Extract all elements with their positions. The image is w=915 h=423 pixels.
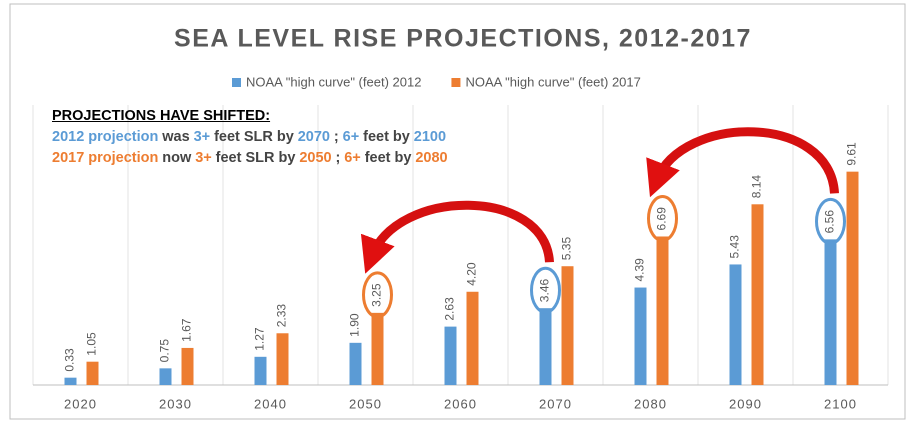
value-label: 3.25 bbox=[370, 283, 384, 307]
x-tick-label: 2030 bbox=[159, 396, 192, 411]
bar bbox=[751, 204, 764, 385]
legend-swatch bbox=[232, 78, 241, 87]
annotation-text: 2012 projection bbox=[52, 129, 159, 145]
bar bbox=[86, 361, 99, 385]
x-tick-label: 2040 bbox=[254, 396, 287, 411]
x-tick-label: 2050 bbox=[349, 396, 382, 411]
value-label: 0.33 bbox=[63, 348, 77, 372]
annotation-text: feet SLR by bbox=[214, 129, 294, 145]
annotation-heading: PROJECTIONS HAVE SHIFTED: bbox=[52, 108, 271, 124]
value-label: 1.67 bbox=[180, 318, 194, 342]
value-label: 1.90 bbox=[348, 313, 362, 337]
annotation-text: 3+ bbox=[193, 129, 211, 145]
bar bbox=[466, 291, 479, 385]
x-tick-label: 2020 bbox=[64, 396, 97, 411]
bar bbox=[824, 239, 837, 385]
highlight-circle bbox=[530, 266, 561, 314]
bar bbox=[159, 368, 172, 385]
bar bbox=[371, 312, 384, 385]
bar bbox=[64, 377, 77, 385]
annotation-text: now bbox=[162, 150, 192, 166]
value-label: 6.56 bbox=[823, 210, 837, 234]
bar bbox=[634, 287, 647, 385]
value-label: 2.33 bbox=[275, 304, 289, 328]
bar bbox=[349, 342, 362, 385]
value-label: 4.20 bbox=[465, 262, 479, 286]
chart-frame bbox=[9, 3, 906, 420]
value-label: 5.35 bbox=[560, 237, 574, 261]
annotation-text: ; bbox=[333, 129, 339, 145]
bar bbox=[656, 236, 669, 385]
x-tick-label: 2060 bbox=[444, 396, 477, 411]
value-label: 3.46 bbox=[538, 279, 552, 303]
legend-label: NOAA "high curve" (feet) 2012 bbox=[246, 74, 421, 89]
annotation-text: 6+ bbox=[344, 150, 361, 166]
annotation-text: 2017 projection bbox=[52, 150, 159, 166]
highlight-circle bbox=[815, 197, 846, 245]
bar bbox=[444, 326, 457, 385]
annotation-text: feet by bbox=[364, 150, 412, 166]
annotation-text: ; bbox=[335, 150, 341, 166]
bar bbox=[539, 308, 552, 385]
value-label: 9.61 bbox=[845, 142, 859, 166]
annotation-line: 2017 projection now 3+ feet SLR by 2050; 6+ fe… bbox=[52, 148, 452, 169]
value-label: 6.69 bbox=[655, 207, 669, 231]
annotation-text: feet by bbox=[363, 129, 410, 145]
annotation-text: was bbox=[162, 129, 190, 145]
arrow bbox=[646, 127, 839, 198]
value-label: 2.63 bbox=[443, 297, 457, 321]
annotation-text: 3+ bbox=[195, 150, 212, 166]
x-tick-label: 2090 bbox=[729, 396, 762, 411]
value-label: 0.75 bbox=[158, 339, 172, 363]
bar bbox=[181, 347, 194, 385]
annotation-text: 2070 bbox=[297, 129, 330, 145]
x-tick-label: 2080 bbox=[634, 396, 667, 411]
bar bbox=[561, 266, 574, 385]
value-label: 8.14 bbox=[750, 175, 764, 199]
legend-swatch bbox=[451, 78, 461, 87]
value-label: 4.39 bbox=[633, 258, 647, 282]
arrow bbox=[360, 200, 554, 274]
annotation-text: 2100 bbox=[413, 129, 447, 145]
legend-label: NOAA "high curve" (feet) 2017 bbox=[465, 74, 640, 89]
value-label: 1.27 bbox=[253, 327, 267, 351]
bar bbox=[254, 356, 267, 385]
annotation-text: 6+ bbox=[342, 129, 360, 145]
annotation-text: 2050 bbox=[299, 150, 332, 166]
bar bbox=[846, 171, 859, 385]
bar bbox=[276, 333, 289, 385]
annotation-text: 2080 bbox=[415, 150, 448, 166]
x-tick-label: 2070 bbox=[539, 396, 572, 411]
chart-title: SEA LEVEL RISE PROJECTIONS, 2012-2017 bbox=[174, 25, 752, 53]
annotation: PROJECTIONS HAVE SHIFTED: 2012 projectio… bbox=[52, 106, 452, 169]
annotation-text: feet SLR by bbox=[215, 150, 296, 166]
annotation-line: 2012 projection was 3+ feet SLR by 2070; 6+ fe… bbox=[52, 127, 452, 148]
value-label: 5.43 bbox=[728, 235, 742, 259]
value-label: 1.05 bbox=[85, 332, 99, 356]
bar bbox=[729, 264, 742, 385]
x-tick-label: 2100 bbox=[824, 396, 857, 411]
